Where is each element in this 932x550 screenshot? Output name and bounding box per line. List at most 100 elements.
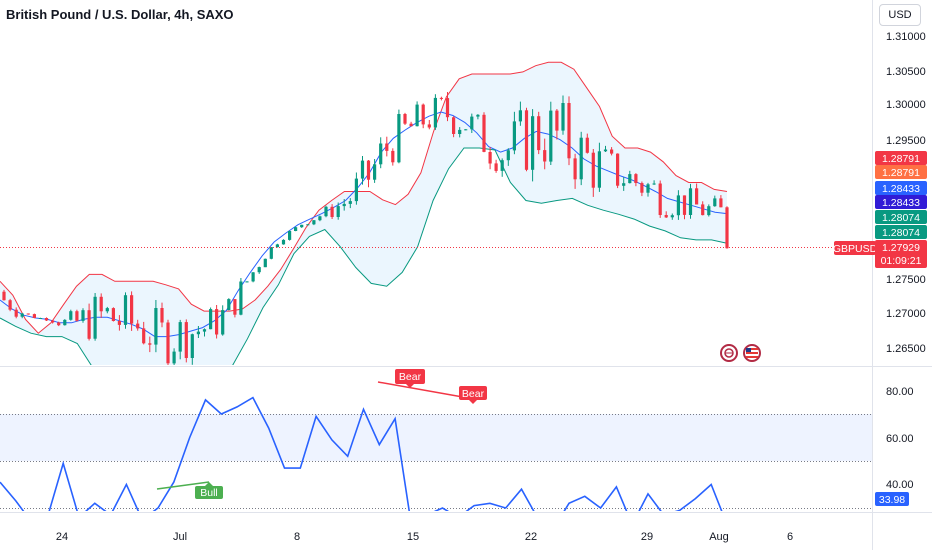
us-flag-stripe-1 (746, 348, 758, 350)
candle-body (688, 188, 693, 215)
basis-tag-1 (875, 181, 927, 195)
bear-label-1: Bear (395, 369, 425, 388)
us-flag-icon[interactable] (743, 344, 761, 362)
candle-body (81, 310, 85, 321)
price-axis[interactable]: 1.31000 1.30500 1.30000 1.29500 1.27500 … (886, 31, 926, 355)
candle-body (658, 183, 662, 215)
candle-body (713, 198, 717, 207)
rsi-path (0, 396, 723, 511)
candle-body (105, 308, 109, 312)
candle-body (403, 114, 407, 124)
candle-body (433, 97, 437, 128)
candle-body (597, 151, 601, 188)
candle-body (348, 201, 352, 204)
event-icon[interactable] (720, 344, 738, 362)
candle-body (543, 150, 547, 162)
us-flag-canton (746, 348, 751, 352)
bollinger-lower-line (0, 147, 728, 365)
candle-body (628, 174, 632, 184)
last-price-text: 1.27929 (882, 242, 920, 254)
candle-body (275, 244, 279, 248)
candle-body (531, 116, 535, 170)
candle-body (725, 207, 729, 249)
candle-body (136, 323, 140, 329)
candle-body (38, 318, 43, 319)
candle-body (288, 231, 292, 240)
candle-body (227, 299, 231, 311)
candle-body (215, 309, 219, 335)
candle-body (221, 310, 225, 335)
candle-body (409, 123, 413, 127)
candle-body (318, 216, 322, 221)
candle-body (257, 267, 261, 273)
candle-body (470, 116, 474, 130)
upper-band-tag-1-text: 1.28791 (882, 153, 920, 165)
candle-body (397, 114, 401, 163)
candle-body (166, 322, 170, 364)
candle-body (537, 116, 541, 151)
candle-body (640, 183, 644, 193)
candle-body (130, 295, 134, 324)
candle-body (573, 158, 577, 180)
candle-body (14, 309, 18, 317)
candle-body (670, 215, 674, 218)
candle-body (494, 163, 498, 171)
symbol-tag (834, 241, 876, 255)
time-tick-15: 15 (407, 531, 419, 543)
bollinger-band-fill (0, 62, 727, 365)
price-tags: 1.28791 1.28791 1.28433 1.28433 1.28074 … (875, 151, 927, 239)
candle-body (233, 299, 237, 315)
candle-body (99, 296, 103, 312)
basis-tag-2 (875, 195, 927, 209)
rsi-axis[interactable]: 80.00 60.00 40.00 (886, 386, 914, 491)
candle-body (51, 320, 55, 323)
candle-body (87, 310, 91, 339)
candle-body (251, 272, 255, 282)
candle-body (281, 239, 286, 245)
candle-body (391, 150, 395, 163)
time-tick-24: 24 (56, 531, 68, 543)
candle-body (294, 227, 298, 231)
basis-tag-2-text: 1.28433 (882, 197, 920, 209)
rsi-tick-80: 80.00 (886, 386, 914, 398)
bull-label: Bull (195, 482, 223, 499)
rsi-tick-40: 40.00 (886, 479, 914, 491)
price-tick-1: 1.31000 (886, 31, 926, 43)
candle-body (196, 331, 200, 335)
price-tick-4: 1.29500 (886, 135, 926, 147)
rsi-value-text: 33.98 (879, 494, 905, 506)
candle-body (664, 215, 668, 218)
lower-band-tag-2-text: 1.28074 (882, 227, 920, 239)
bollinger-fill-area (0, 62, 727, 365)
time-tick-6: 6 (787, 531, 793, 543)
candle-body (524, 110, 529, 170)
candle-body (142, 328, 146, 344)
candle-body (610, 149, 614, 154)
currency-button[interactable]: USD (879, 4, 921, 26)
candle-body (300, 224, 304, 228)
basis-tag-1-text: 1.28433 (882, 183, 920, 195)
time-axis[interactable]: 24 Jul 8 15 22 29 Aug 6 (56, 531, 793, 543)
upper-band-tag-2 (875, 165, 927, 179)
candle-body (445, 98, 450, 118)
candle-body (701, 204, 705, 216)
candle-body (415, 104, 419, 127)
lower-band-tag-2 (875, 225, 927, 239)
us-flag-stripe-2 (746, 352, 758, 354)
candle-body (567, 103, 571, 159)
rsi-value-tag (875, 492, 909, 506)
candle-body (342, 203, 346, 207)
candle-body (209, 309, 213, 330)
time-tick-8: 8 (294, 531, 300, 543)
candle-body (652, 183, 656, 185)
candle-body (178, 322, 182, 352)
bear-label-2-text: Bear (462, 388, 485, 400)
candle-body (239, 281, 243, 315)
price-tick-7: 1.26500 (886, 343, 926, 355)
candle-body (360, 160, 365, 179)
candle-body (719, 198, 723, 208)
candle-body (421, 104, 425, 125)
time-tick-29: 29 (641, 531, 653, 543)
candle-body (75, 311, 79, 321)
